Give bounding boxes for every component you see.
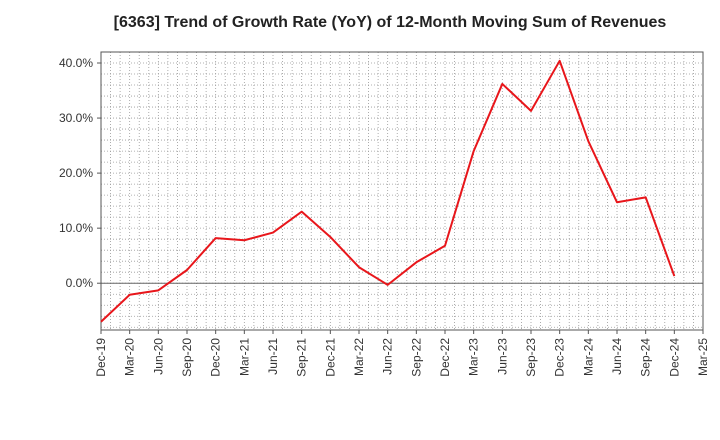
x-tick-label: Jun-20 xyxy=(151,338,165,375)
x-tick-label: Mar-22 xyxy=(352,338,366,376)
x-tick-label: Dec-22 xyxy=(438,338,452,377)
x-tick-label: Jun-21 xyxy=(266,338,280,375)
x-tick-label: Dec-20 xyxy=(209,338,223,377)
x-tick-label: Sep-23 xyxy=(524,338,538,377)
x-tick-label: Dec-24 xyxy=(667,338,681,377)
chart-title: [6363] Trend of Growth Rate (YoY) of 12-… xyxy=(113,14,667,31)
x-tick-label: Mar-24 xyxy=(581,338,595,376)
x-tick-label: Dec-19 xyxy=(94,338,108,377)
x-tick-label: Jun-22 xyxy=(381,338,395,375)
series-line xyxy=(100,59,676,323)
y-tick-label: 20.0% xyxy=(59,166,93,180)
x-tick-label: Sep-20 xyxy=(180,338,194,377)
x-tick-label: Sep-22 xyxy=(409,338,423,377)
y-tick-label: 10.0% xyxy=(59,221,93,235)
x-tick-label: Jun-24 xyxy=(610,338,624,375)
x-tick-label: Sep-24 xyxy=(639,338,653,377)
y-tick-label: 40.0% xyxy=(59,56,93,70)
x-tick-label: Mar-21 xyxy=(237,338,251,376)
x-tick-label: Mar-20 xyxy=(123,338,137,376)
x-tick-label: Dec-23 xyxy=(553,338,567,377)
plot-frame xyxy=(100,51,704,331)
y-tick-label: 30.0% xyxy=(59,111,93,125)
x-tick-label: Sep-21 xyxy=(295,338,309,377)
x-tick-label: Mar-23 xyxy=(467,338,481,376)
x-tick-label: Mar-25 xyxy=(696,338,710,376)
x-tick-label: Dec-21 xyxy=(323,338,337,377)
x-tick-label: Jun-23 xyxy=(495,338,509,375)
y-tick-label: 0.0% xyxy=(66,276,94,290)
